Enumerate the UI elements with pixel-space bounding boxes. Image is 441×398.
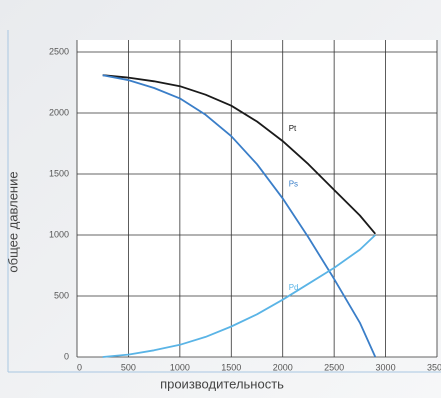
y-tick-label: 1500: [49, 168, 69, 178]
x-tick-label: 3000: [376, 362, 396, 372]
y-tick-label: 1000: [49, 229, 69, 239]
y-tick-label: 0: [64, 351, 69, 361]
y-tick-label: 2500: [49, 46, 69, 56]
x-axis-title: производительность: [160, 376, 284, 391]
x-tick-label: 500: [121, 362, 136, 372]
plot-area: [77, 40, 437, 357]
x-tick-label: 0: [77, 362, 82, 372]
x-tick-label: 1000: [170, 362, 190, 372]
series-label: Pd: [289, 283, 299, 292]
y-tick-label: 2000: [49, 107, 69, 117]
y-axis-title: общее давление: [5, 171, 20, 272]
series-label: Pt: [289, 124, 297, 133]
line-series: [102, 74, 376, 235]
series-label: Ps: [289, 180, 298, 189]
line-series: [102, 74, 377, 358]
x-tick-label: 2500: [324, 362, 344, 372]
line-series: [102, 234, 376, 358]
x-tick-label: 2000: [273, 362, 293, 372]
y-tick-label: 500: [54, 290, 69, 300]
x-tick-label: 1500: [221, 362, 241, 372]
